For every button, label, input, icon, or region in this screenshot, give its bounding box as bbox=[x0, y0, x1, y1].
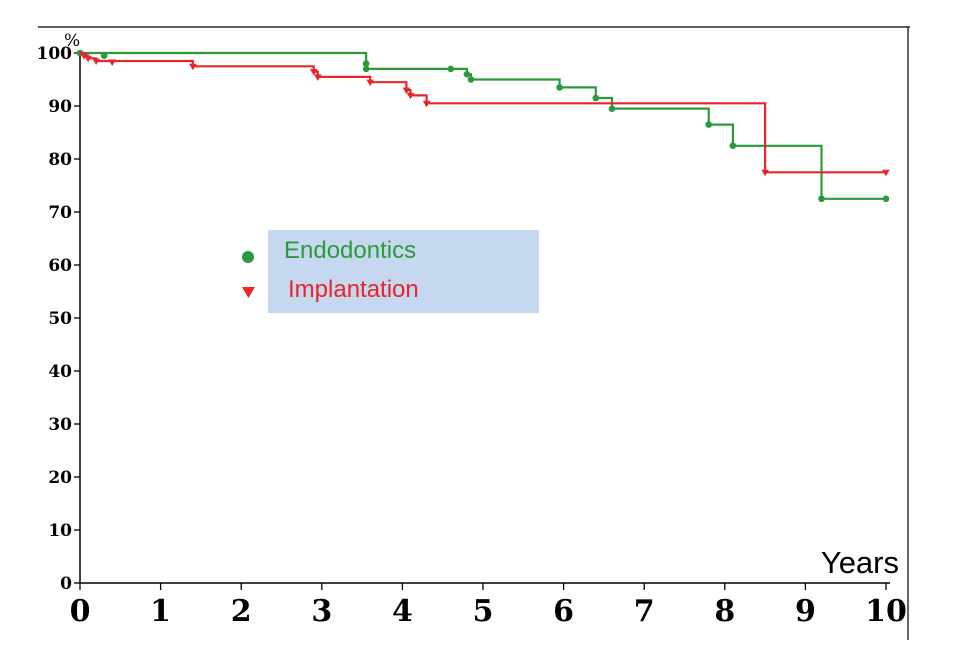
series-marker-implantation-2 bbox=[92, 58, 100, 65]
x-tick-label-3: 3 bbox=[311, 594, 332, 629]
y-axis-unit: % bbox=[64, 31, 80, 51]
legend-background bbox=[268, 230, 539, 313]
series-marker-implantation-12 bbox=[882, 169, 890, 177]
series-marker-implantation-7 bbox=[366, 79, 374, 87]
series-layer bbox=[76, 49, 890, 203]
series-marker-endodontics-12 bbox=[818, 195, 825, 203]
series-marker-implantation-4 bbox=[189, 63, 197, 71]
x-axis-label: Years bbox=[821, 545, 899, 580]
series-marker-endodontics-13 bbox=[882, 195, 890, 203]
x-tick-label-1: 1 bbox=[150, 594, 171, 629]
series-marker-implantation-1 bbox=[84, 55, 92, 63]
y-tick-label-90: 90 bbox=[48, 97, 72, 117]
series-marker-endodontics-7 bbox=[556, 84, 563, 91]
x-tick-label-9: 9 bbox=[795, 594, 816, 629]
series-marker-endodontics-9 bbox=[608, 105, 616, 112]
series-line-endodontics bbox=[80, 51, 886, 200]
x-tick-label-5: 5 bbox=[473, 594, 494, 629]
series-marker-endodontics-4 bbox=[447, 65, 455, 73]
series-marker-endodontics-10 bbox=[705, 121, 712, 128]
legend-label-endodontics: Endodontics bbox=[284, 237, 416, 264]
y-tick-label-30: 30 bbox=[48, 415, 72, 435]
series-marker-implantation-9 bbox=[406, 92, 415, 100]
y-tick-label-60: 60 bbox=[48, 256, 72, 276]
x-ticks: 0 1 2 3 4 5 6 7 8 9 10 bbox=[70, 583, 907, 629]
series-marker-endodontics-11 bbox=[729, 142, 737, 150]
legend: Endodontics Implantation bbox=[242, 230, 539, 313]
x-tick-label-2: 2 bbox=[231, 594, 252, 629]
x-tick-label-4: 4 bbox=[392, 594, 413, 629]
y-tick-label-20: 20 bbox=[48, 468, 72, 488]
x-tick-label-6: 6 bbox=[553, 594, 574, 629]
y-tick-label-50: 50 bbox=[48, 309, 72, 329]
y-ticks: 0 10 20 30 40 50 60 70 80 90 100 bbox=[37, 44, 80, 594]
legend-label-implantation: Implantation bbox=[288, 276, 419, 303]
y-tick-label-100: 100 bbox=[37, 44, 73, 64]
x-tick-label-7: 7 bbox=[634, 594, 655, 629]
series-marker-endodontics-5 bbox=[463, 70, 471, 78]
y-tick-label-0: 0 bbox=[60, 574, 72, 594]
series-marker-implantation-11 bbox=[761, 169, 769, 177]
series-marker-endodontics-6 bbox=[467, 76, 475, 83]
series-marker-endodontics-3 bbox=[362, 65, 370, 73]
series-marker-implantation-3 bbox=[108, 59, 117, 67]
series-line-implantation bbox=[80, 51, 886, 174]
series-marker-implantation-6 bbox=[313, 74, 322, 81]
series-marker-endodontics-1 bbox=[100, 52, 108, 59]
series-marker-endodontics-8 bbox=[592, 94, 600, 102]
series-marker-implantation-8 bbox=[402, 87, 411, 95]
x-tick-label-0: 0 bbox=[70, 594, 91, 629]
legend-marker-endodontics bbox=[242, 251, 254, 263]
x-tick-label-10: 10 bbox=[865, 594, 907, 629]
legend-marker-implantation bbox=[242, 287, 255, 298]
y-tick-label-80: 80 bbox=[48, 150, 72, 170]
series-marker-implantation-5 bbox=[309, 69, 318, 76]
y-tick-label-70: 70 bbox=[48, 203, 72, 223]
series-marker-endodontics-2 bbox=[362, 60, 370, 67]
series-marker-implantation-0 bbox=[80, 53, 88, 60]
series-marker-implantation-10 bbox=[422, 100, 431, 108]
y-tick-label-40: 40 bbox=[48, 362, 72, 382]
y-tick-label-10: 10 bbox=[48, 521, 72, 541]
x-tick-label-8: 8 bbox=[714, 594, 735, 629]
